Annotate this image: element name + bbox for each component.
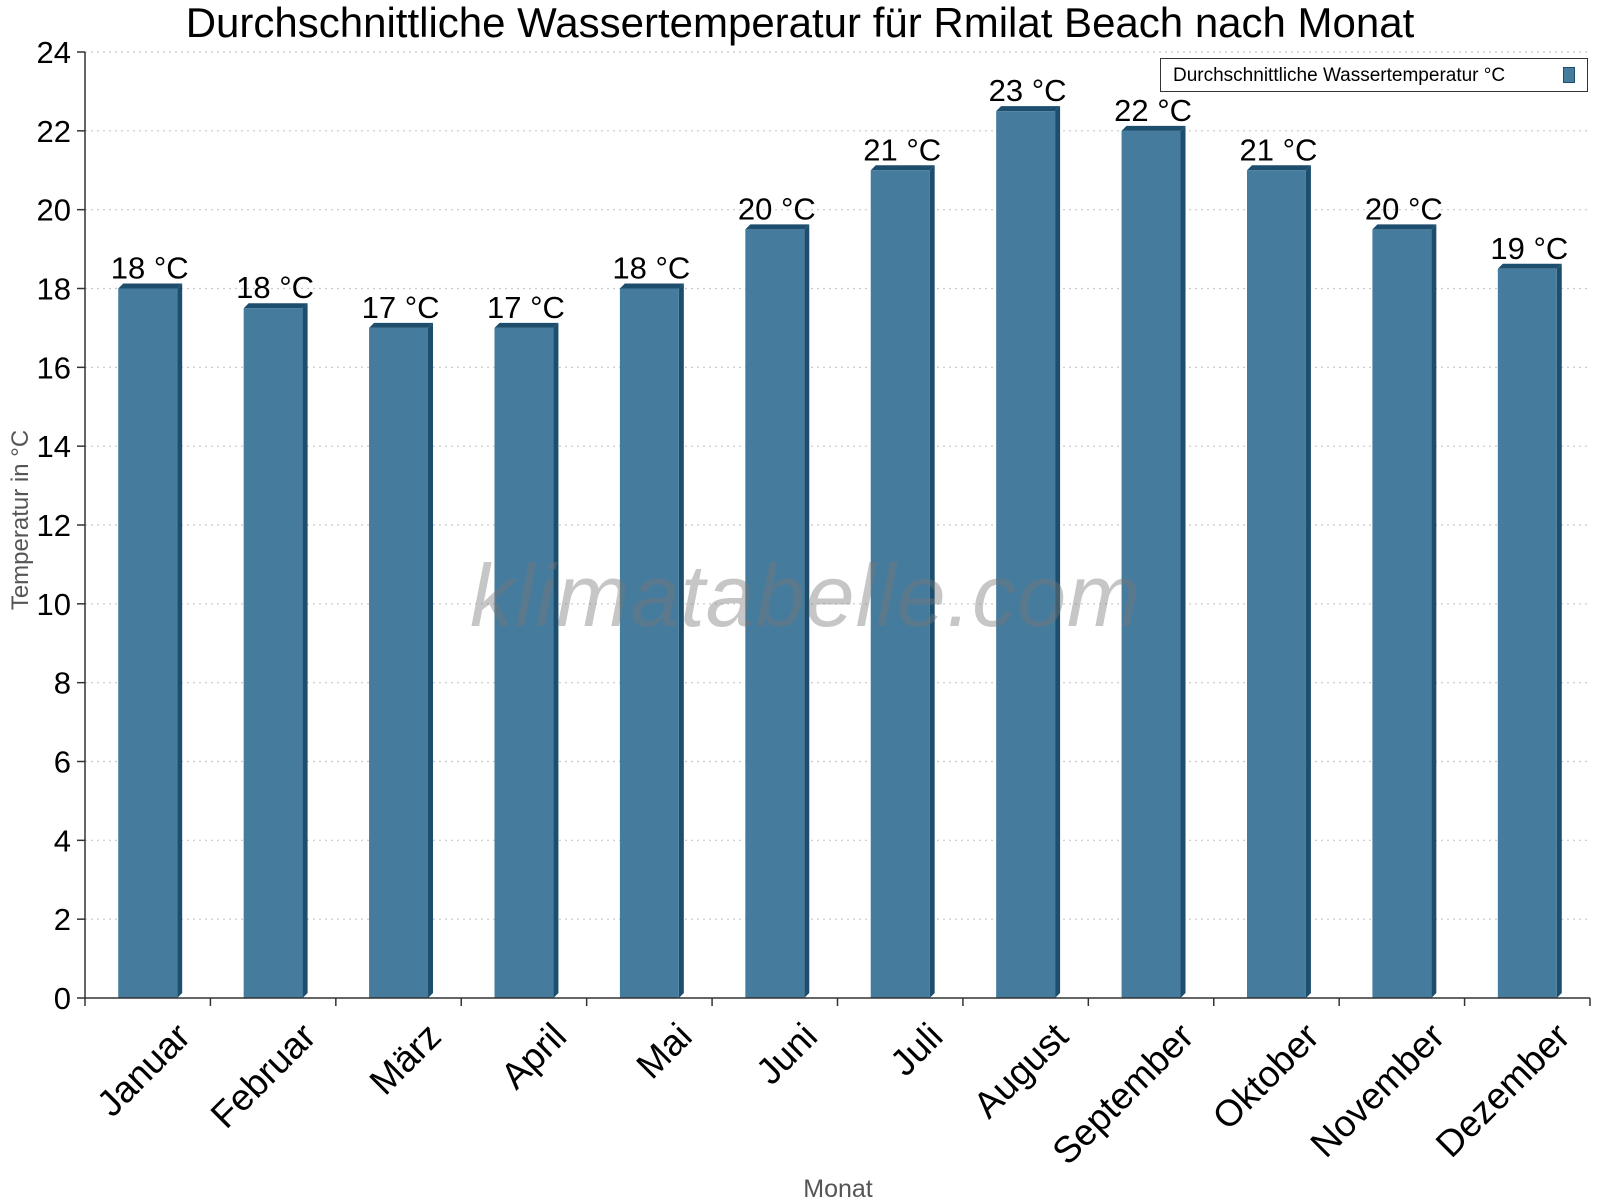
bar-top — [494, 322, 559, 328]
bar — [1372, 224, 1437, 998]
x-tick-label: Februar — [203, 1015, 324, 1136]
bar-side — [929, 165, 935, 998]
y-tick-label: 14 — [37, 429, 71, 464]
data-label: 21 °C — [863, 132, 941, 167]
bar-side — [1305, 165, 1311, 998]
bar-top — [745, 224, 810, 230]
x-tick-label: Mai — [629, 1015, 700, 1086]
bar-side — [177, 283, 183, 998]
bar-front — [1246, 170, 1306, 998]
x-tick-label: Oktober — [1205, 1015, 1327, 1137]
bar-side — [678, 283, 684, 998]
bar-side — [804, 224, 810, 998]
bar — [745, 224, 810, 998]
bars — [118, 106, 1562, 999]
bar-front — [494, 327, 554, 999]
x-tick-label: April — [493, 1015, 574, 1096]
data-labels: 18 °C 18 °C 17 °C 17 °C 18 °C 20 °C 21 °C 23 °C… — [111, 73, 1568, 325]
bar-top — [870, 165, 935, 171]
x-tick-label: Juni — [748, 1015, 825, 1092]
chart-title: Durchschnittliche Wassertemperatur für R… — [185, 0, 1415, 46]
bar-front — [243, 308, 303, 998]
y-tick-label: 0 — [54, 981, 71, 1016]
data-label: 23 °C — [989, 73, 1067, 108]
watermark: klimatabelle.com — [470, 546, 1142, 645]
data-label: 17 °C — [362, 290, 440, 325]
bar-front — [745, 229, 805, 998]
bar-side — [1431, 224, 1437, 998]
bar-front — [118, 288, 178, 998]
bar — [1121, 125, 1186, 999]
data-label: 19 °C — [1490, 231, 1568, 266]
bar — [619, 283, 684, 998]
bar-top — [118, 283, 183, 289]
y-tick-label: 16 — [37, 350, 71, 385]
bar-top — [243, 303, 308, 309]
bar-top — [369, 322, 434, 328]
data-label: 20 °C — [1365, 191, 1443, 226]
y-axis-label: Temperatur in °C — [7, 429, 34, 611]
bar-front — [996, 111, 1056, 998]
data-label: 21 °C — [1240, 132, 1318, 167]
legend-label: Durchschnittliche Wassertemperatur °C — [1173, 65, 1506, 86]
bar-top — [1121, 125, 1186, 131]
x-tick-label: März — [362, 1015, 449, 1102]
bar — [870, 165, 935, 998]
y-tick-label: 12 — [37, 508, 71, 543]
y-tick-label: 6 — [54, 745, 71, 780]
data-label: 18 °C — [111, 251, 189, 286]
data-label: 22 °C — [1114, 93, 1192, 128]
data-label: 18 °C — [612, 251, 690, 286]
bar-front — [1372, 229, 1432, 998]
x-tick-label: August — [966, 1015, 1077, 1126]
x-tick-label: Januar — [89, 1015, 198, 1124]
bar-side — [1556, 263, 1562, 999]
bar — [369, 322, 434, 999]
bar-top — [1497, 263, 1562, 269]
bar-front — [1497, 268, 1557, 999]
y-tick-label: 10 — [37, 587, 71, 622]
bar-front — [369, 327, 429, 999]
bar-side — [428, 322, 434, 999]
bar — [996, 106, 1061, 998]
bar-top — [996, 106, 1061, 112]
bar — [118, 283, 183, 998]
data-label: 18 °C — [236, 270, 314, 305]
bar-front — [1121, 130, 1181, 999]
x-tick-label: Juli — [882, 1015, 950, 1083]
bar-side — [553, 322, 559, 999]
bar-side — [302, 303, 308, 998]
legend-swatch — [1563, 67, 1575, 83]
bar — [243, 303, 308, 998]
bar-front — [870, 170, 930, 998]
y-tick-label: 20 — [37, 193, 71, 228]
bar-front — [619, 288, 679, 998]
y-tick-label: 24 — [37, 35, 71, 70]
x-tick-label: November — [1303, 1015, 1453, 1165]
data-label: 17 °C — [487, 290, 565, 325]
bar-top — [1372, 224, 1437, 230]
gridlines — [85, 51, 1590, 920]
legend[interactable]: Durchschnittliche Wassertemperatur °C — [1160, 58, 1588, 92]
y-tick-label: 8 — [54, 666, 71, 701]
data-label: 20 °C — [738, 191, 816, 226]
y-tick-label: 2 — [54, 902, 71, 937]
bar-side — [1180, 125, 1186, 999]
y-tick-label: 22 — [37, 114, 71, 149]
y-tick-label: 4 — [54, 823, 71, 858]
bar — [494, 322, 559, 999]
bar-side — [1055, 106, 1061, 998]
x-axis-label: Monat — [803, 1175, 873, 1203]
bar-top — [619, 283, 684, 289]
x-tick-label: Dezember — [1428, 1015, 1578, 1165]
bar-top — [1246, 165, 1311, 171]
bar — [1246, 165, 1311, 998]
bar — [1497, 263, 1562, 999]
y-tick-label: 18 — [37, 272, 71, 307]
